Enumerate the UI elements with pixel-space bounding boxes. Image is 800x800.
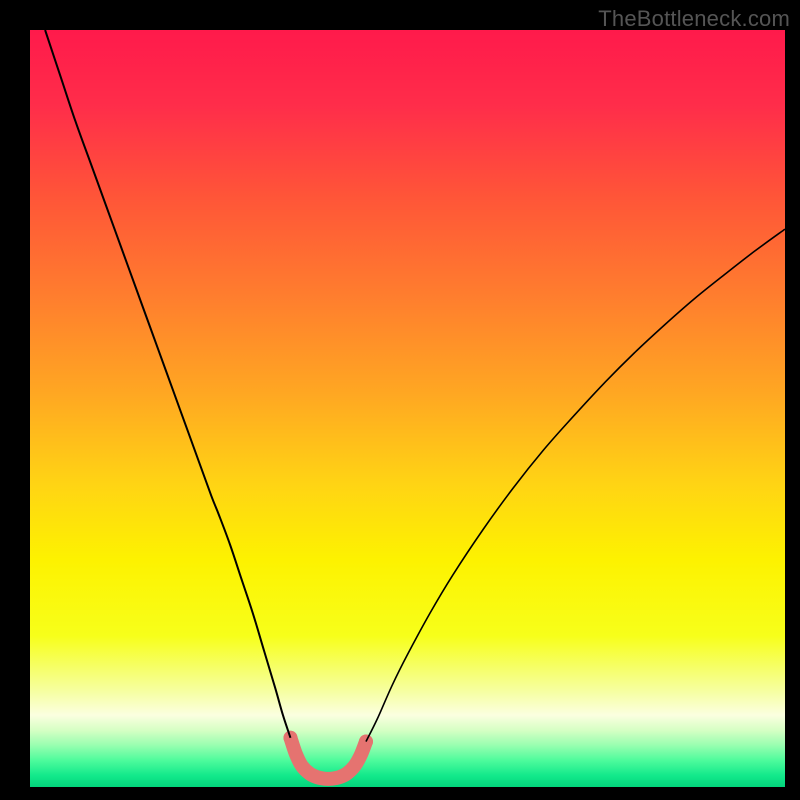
- valley-marker-line: [290, 738, 366, 779]
- bottleneck-curve-left: [45, 30, 290, 738]
- plot-frame: [0, 0, 800, 800]
- bottleneck-curve-right: [366, 229, 785, 741]
- watermark-text: TheBottleneck.com: [598, 6, 790, 32]
- chart-svg: [0, 0, 800, 800]
